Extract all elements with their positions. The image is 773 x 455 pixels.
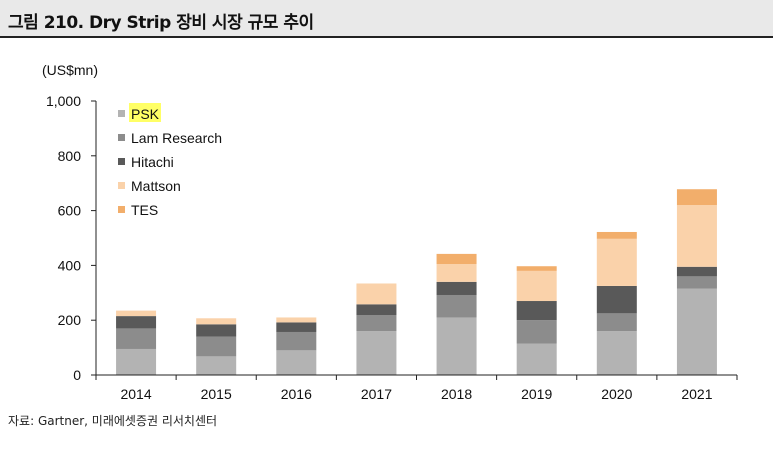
chart-title: 그림 210. Dry Strip 장비 시장 규모 추이 (8, 13, 314, 33)
bar-segment (596, 313, 637, 332)
bar-segment (516, 301, 557, 321)
title-bar: 그림 210. Dry Strip 장비 시장 규모 추이 (0, 0, 773, 38)
bar-group (116, 189, 717, 375)
bar-segment (596, 285, 637, 314)
bar-segment (516, 320, 557, 344)
x-tick-label: 2016 (281, 386, 312, 402)
bar-segment (516, 343, 557, 375)
bar-segment (596, 331, 637, 375)
legend-swatch (118, 182, 125, 189)
bar-segment (276, 331, 317, 351)
bar-segment (596, 238, 637, 286)
bar-segment (196, 336, 237, 357)
legend-label: Hitachi (131, 154, 174, 170)
bar-segment (196, 318, 237, 325)
x-tick-label: 2020 (601, 386, 632, 402)
bar-segment (116, 328, 157, 349)
y-tick-label: 600 (58, 203, 82, 219)
x-tick-label: 2019 (521, 386, 552, 402)
bar-segment (356, 315, 397, 332)
legend-swatch (118, 110, 125, 117)
y-tick-label: 1,000 (46, 93, 81, 109)
x-tick-label: 2021 (681, 386, 712, 402)
legend-highlight (129, 103, 161, 122)
bar-segment (516, 266, 557, 271)
x-tick-label: 2015 (201, 386, 232, 402)
legend-swatch (118, 134, 125, 141)
bar-segment (116, 310, 157, 317)
bar-segment (436, 294, 477, 318)
bar-segment (676, 288, 717, 375)
bar-segment (676, 205, 717, 267)
y-tick-label: 200 (58, 312, 82, 328)
legend-label: Mattson (131, 178, 181, 194)
bar-segment (356, 331, 397, 375)
x-tick-label: 2018 (441, 386, 472, 402)
legend-label: PSK (131, 106, 160, 122)
bar-segment (276, 350, 317, 375)
bar-segment (676, 189, 717, 206)
x-tick-label: 2017 (361, 386, 392, 402)
source-note: 자료: Gartner, 미래에셋증권 리서치센터 (8, 414, 218, 428)
y-tick-label: 400 (58, 257, 82, 273)
bar-segment (356, 304, 397, 316)
bar-segment (436, 281, 477, 295)
x-tick-label: 2014 (120, 386, 151, 402)
bar-segment (276, 322, 317, 332)
bar-segment (116, 348, 157, 375)
bar-segment (116, 316, 157, 329)
legend-swatch (118, 206, 125, 213)
axes: 0 200 400 600 800 1,000 2014 2015 2016 2017 2018 20… (46, 93, 738, 402)
bar-segment (436, 253, 477, 265)
legend-swatch (118, 158, 125, 165)
bar-segment (196, 356, 237, 375)
y-axis-unit-label: (US$mn) (42, 62, 99, 78)
bar-segment (356, 283, 397, 305)
legend: PSK Lam Research Hitachi Mattson TES (118, 103, 222, 218)
bar-segment (676, 266, 717, 277)
legend-label: Lam Research (131, 130, 222, 146)
y-tick-label: 800 (58, 148, 82, 164)
bar-segment (516, 270, 557, 302)
bar-segment (436, 264, 477, 282)
bar-segment (276, 317, 317, 323)
bar-segment (196, 324, 237, 337)
y-tick-label: 0 (73, 367, 81, 383)
bar-segment (676, 276, 717, 289)
bar-segment (596, 231, 637, 239)
bar-segment (436, 317, 477, 375)
legend-label: TES (131, 202, 158, 218)
